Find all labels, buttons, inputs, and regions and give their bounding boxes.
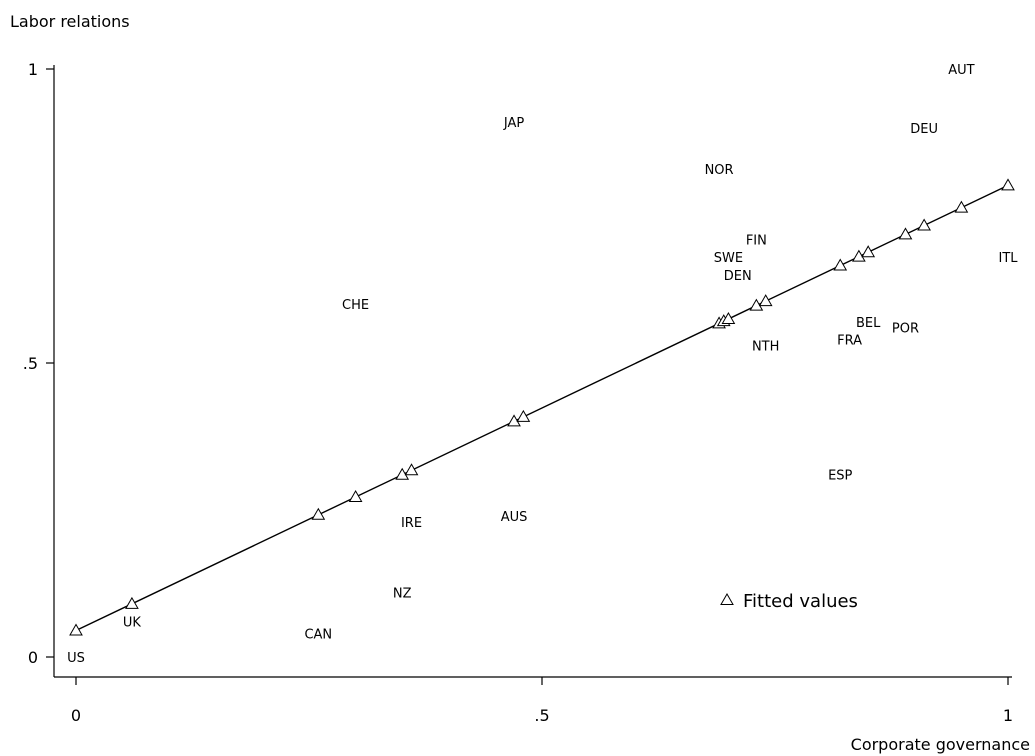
fitted-line xyxy=(75,184,1009,632)
y-tick-label: 1 xyxy=(28,60,38,79)
country-point-nz: NZ xyxy=(393,586,412,601)
fitted-value-marker xyxy=(749,298,764,311)
country-point-por: POR xyxy=(892,322,919,337)
country-point-itl: ITL xyxy=(998,251,1018,266)
y-axis-title: Labor relations xyxy=(10,12,130,31)
country-point-deu: DEU xyxy=(910,122,938,137)
country-point-uk: UK xyxy=(123,616,142,631)
fitted-value-marker xyxy=(917,218,931,231)
fitted-value-marker xyxy=(348,489,363,503)
y-tick-label: 0 xyxy=(28,648,38,667)
y-ticks: 0.51 xyxy=(23,60,54,667)
fitted-value-marker xyxy=(395,467,410,480)
country-point-ire: IRE xyxy=(401,516,422,531)
country-point-nth: NTH xyxy=(752,339,779,354)
x-axis-title: Corporate governance xyxy=(851,735,1030,754)
fitted-value-marker xyxy=(954,200,969,213)
fitted-value-marker xyxy=(125,596,139,609)
country-point-jap: JAP xyxy=(503,116,524,131)
country-point-den: DEN xyxy=(724,269,752,284)
country-point-can: CAN xyxy=(304,627,332,642)
x-ticks: 0.5 1 xyxy=(71,677,1013,725)
fitted-value-marker xyxy=(69,623,83,636)
country-point-fin: FIN xyxy=(746,234,767,249)
country-point-swe: SWE xyxy=(714,251,743,266)
fitted-value-marker xyxy=(861,245,876,258)
country-point-che: CHE xyxy=(342,298,369,313)
country-point-aus: AUS xyxy=(501,510,528,525)
country-point-nor: NOR xyxy=(705,163,734,178)
fitted-value-marker xyxy=(721,311,736,324)
x-tick-label: .5 xyxy=(534,706,549,725)
fitted-markers xyxy=(69,178,1015,636)
legend: Fitted values xyxy=(720,591,858,612)
country-point-fra: FRA xyxy=(837,333,862,348)
fitted-value-marker xyxy=(852,249,866,262)
legend-label: Fitted values xyxy=(743,591,858,612)
legend-marker-icon xyxy=(720,592,734,605)
country-point-us: US xyxy=(67,651,85,666)
country-point-aut: AUT xyxy=(948,63,974,78)
fitted-value-marker xyxy=(1001,178,1015,191)
fitted-value-marker xyxy=(833,258,848,271)
fitted-value-marker xyxy=(311,507,326,520)
fitted-value-marker xyxy=(516,409,531,422)
fitted-value-marker xyxy=(898,227,913,240)
fitted-value-marker xyxy=(758,294,773,307)
axes xyxy=(53,65,1012,678)
x-tick-label: 1 xyxy=(1003,706,1013,725)
country-point-esp: ESP xyxy=(828,469,852,484)
x-tick-label: 0 xyxy=(71,706,81,725)
fitted-value-marker xyxy=(404,463,419,476)
y-tick-label: .5 xyxy=(23,354,38,373)
country-point-bel: BEL xyxy=(856,316,881,331)
fitted-value-marker xyxy=(507,414,521,427)
